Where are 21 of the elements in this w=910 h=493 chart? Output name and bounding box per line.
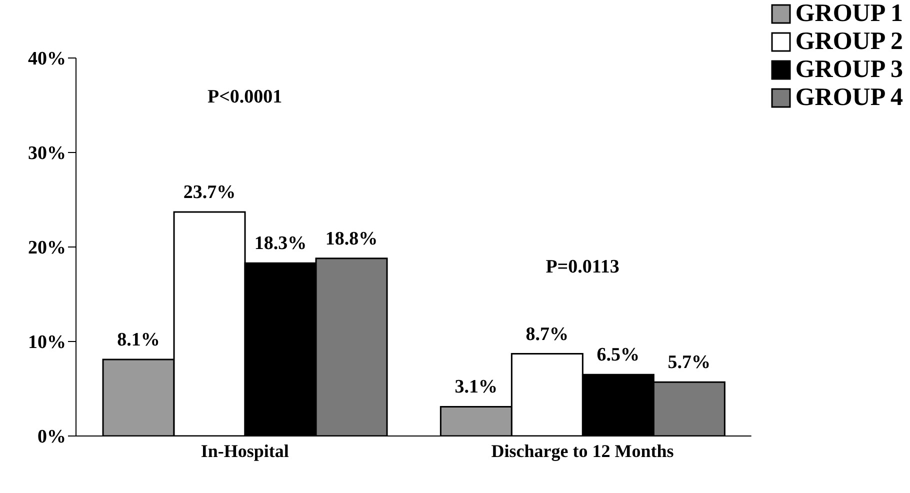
y-tick-label: 10%: [28, 332, 66, 354]
data-label: 8.1%: [117, 329, 160, 350]
y-tick-label: 20%: [28, 238, 66, 259]
y-tick-label: 40%: [28, 48, 66, 70]
annotation: P<0.0001: [207, 86, 282, 108]
data-label: 3.1%: [454, 376, 498, 398]
data-label: 18.3%: [254, 233, 307, 254]
data-label: 8.7%: [526, 324, 569, 345]
legend-label: GROUP 1: [795, 0, 903, 28]
y-tick-label: 0%: [38, 426, 66, 448]
legend-label: GROUP 2: [795, 28, 903, 56]
data-label: 6.5%: [596, 344, 640, 366]
x-tick-label: In-Hospital: [200, 440, 289, 461]
legend-label: GROUP 4: [795, 84, 903, 112]
legend-label: GROUP 3: [795, 56, 903, 84]
y-tick-label: 30%: [28, 143, 66, 164]
data-label: 18.8%: [325, 228, 378, 250]
x-tick-label: Discharge to 12 Months: [491, 440, 674, 461]
annotation: P=0.0113: [546, 256, 620, 278]
data-label: 23.7%: [183, 182, 236, 204]
data-label: 5.7%: [668, 352, 711, 374]
